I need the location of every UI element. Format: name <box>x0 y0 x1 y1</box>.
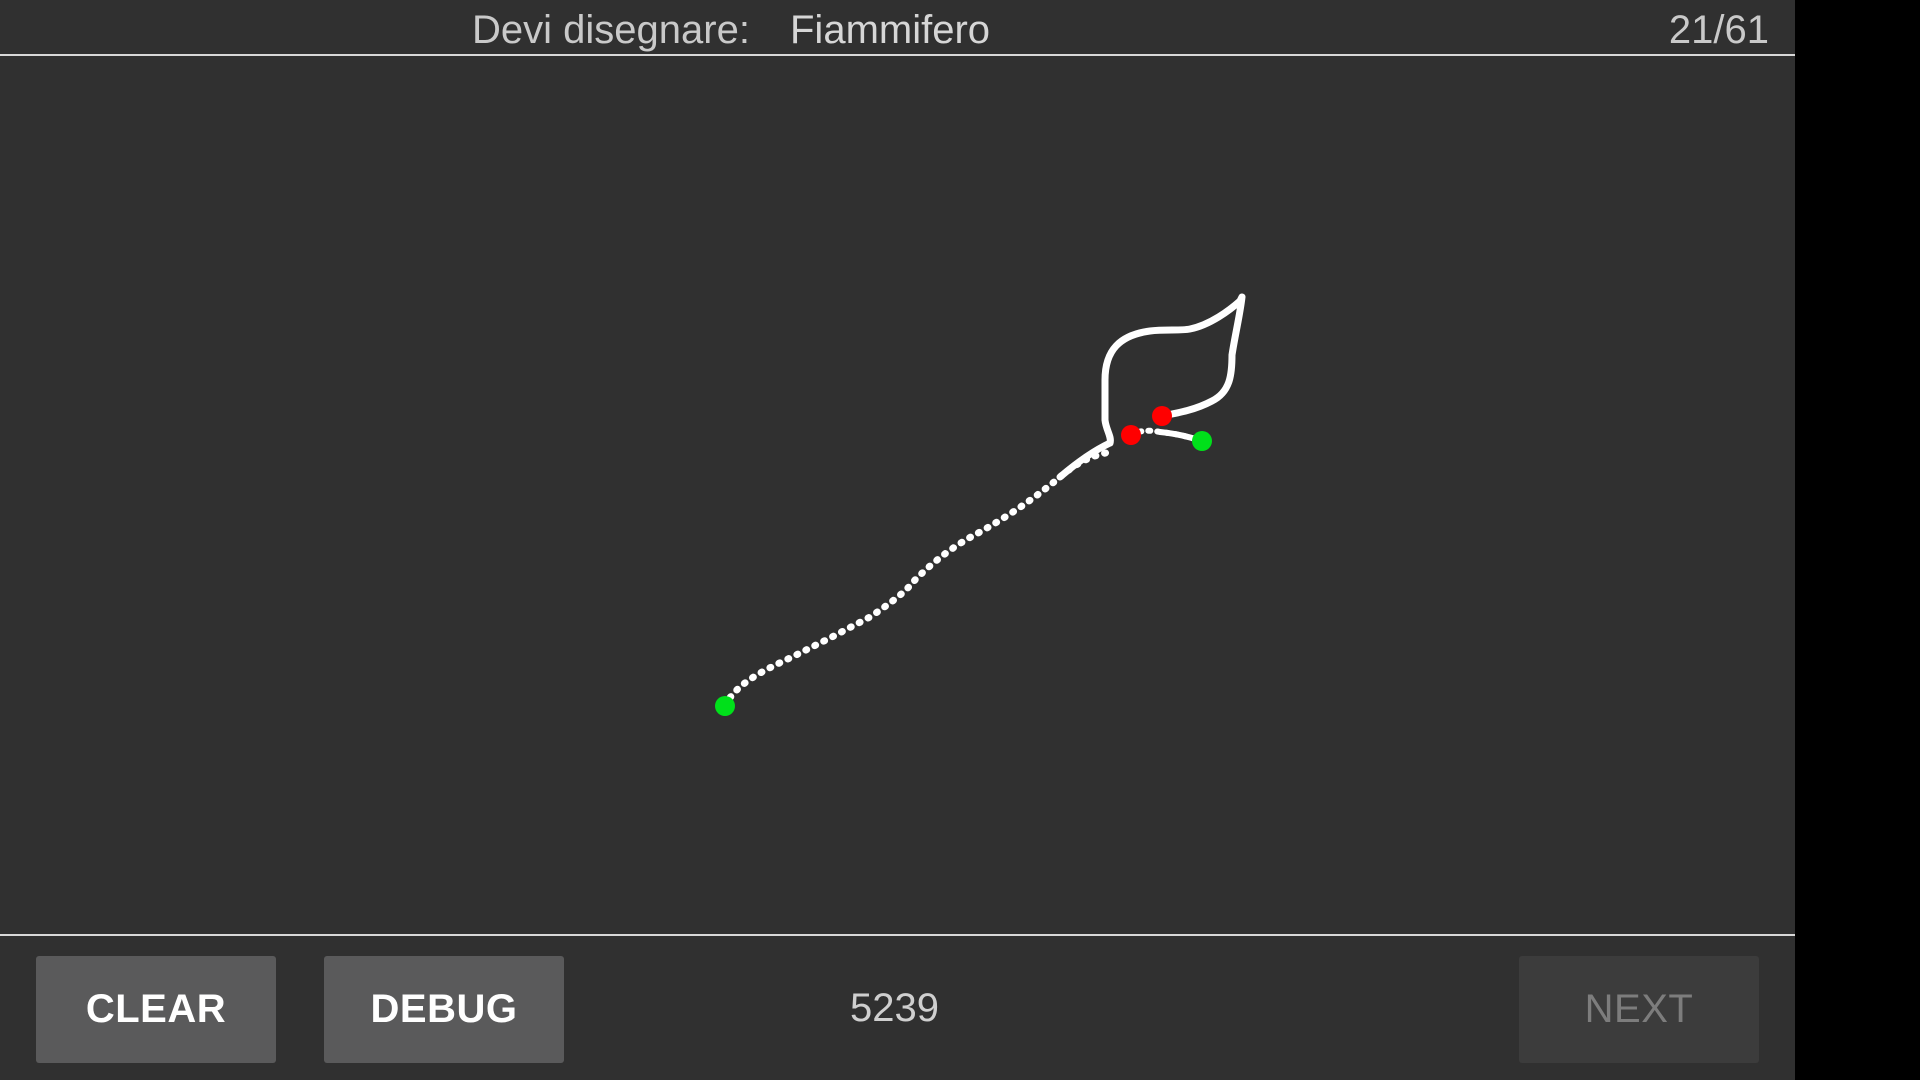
clear-button[interactable]: CLEAR <box>36 956 276 1063</box>
score-value: 5239 <box>850 986 939 1030</box>
header-bar: Devi disegnare: Fiammifero 21/61 <box>0 0 1795 56</box>
footer-bar: CLEAR DEBUG 5239 NEXT <box>0 934 1795 1080</box>
debug-button[interactable]: DEBUG <box>324 956 564 1063</box>
stroke-flame <box>1101 293 1246 447</box>
start-point-marker <box>715 696 735 716</box>
screen-edge <box>1795 0 1920 1080</box>
drawing-canvas[interactable] <box>0 57 1795 934</box>
stroke-stick <box>721 448 1114 710</box>
stroke-stick-top <box>1056 439 1114 481</box>
start-point-marker <box>1192 431 1212 451</box>
next-button[interactable]: NEXT <box>1519 956 1759 1063</box>
end-point-marker <box>1121 425 1141 445</box>
progress-counter: 21/61 <box>1668 8 1769 52</box>
prompt-word: Fiammifero <box>790 8 991 52</box>
prompt-label: Devi disegnare: <box>472 8 750 52</box>
end-point-marker <box>1152 406 1172 426</box>
drawing-app: Devi disegnare: Fiammifero 21/61 CLEAR D… <box>0 0 1795 1080</box>
